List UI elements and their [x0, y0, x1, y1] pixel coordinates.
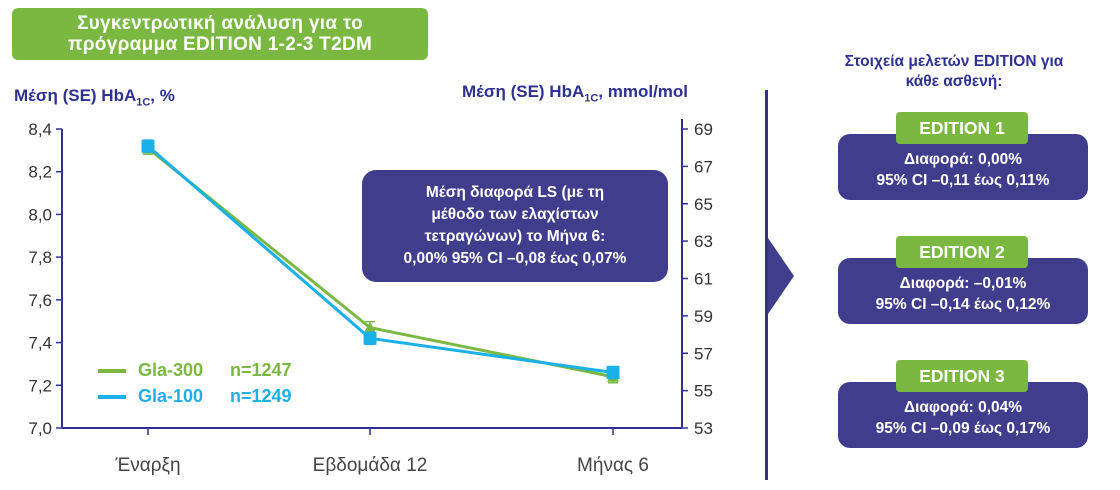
- edition-2-diff: Διαφορά: –0,01%: [899, 275, 1027, 292]
- panel-divider: [765, 90, 768, 480]
- edition-1-tag: EDITION 1: [896, 112, 1028, 144]
- y2-tick-label: 67: [694, 157, 713, 176]
- y-tick-label: 7,4: [28, 334, 52, 353]
- legend-swatch-gla300: [98, 368, 126, 373]
- left-axis-title-unit: , %: [150, 86, 175, 105]
- y-tick-label: 8,4: [28, 120, 52, 139]
- data-point-square: [363, 331, 377, 345]
- edition-2-ci: 95% CI –0,14 έως 0,12%: [875, 296, 1051, 313]
- x-tick-label: Έναρξη: [114, 455, 180, 476]
- edition-1-diff: Διαφορά: 0,00%: [903, 151, 1023, 168]
- y2-tick-label: 69: [694, 120, 713, 139]
- callout-line2: μέθοδο των ελαχίστων: [431, 206, 599, 223]
- y2-tick-label: 53: [694, 419, 713, 438]
- editions-heading-line2: κάθε ασθενή:: [905, 73, 1003, 90]
- right-axis-title: Μέση (SE) HbA1C, mmol/mol: [462, 82, 688, 104]
- data-point-square: [141, 139, 155, 153]
- data-point-square: [606, 365, 620, 379]
- legend-label-gla300: Gla-300: [138, 360, 204, 380]
- legend-swatch-gla100: [98, 394, 126, 399]
- y2-tick-label: 63: [694, 232, 713, 251]
- legend-item-gla300: Gla-300 n=1247: [98, 360, 292, 381]
- right-axis-title-sub: 1C: [584, 92, 599, 105]
- right-axis-title-text: Μέση (SE) HbA: [462, 82, 585, 101]
- y-tick-label: 7,2: [28, 376, 52, 395]
- x-tick-label: Εβδομάδα 12: [313, 455, 428, 476]
- edition-3-box: Διαφορά: 0,04% 95% CI –0,09 έως 0,17%: [838, 382, 1088, 448]
- y-tick-label: 7,6: [28, 291, 52, 310]
- y-tick-label: 7,8: [28, 248, 52, 267]
- y-tick-label: 8,0: [28, 205, 52, 224]
- edition-3-ci: 95% CI –0,09 έως 0,17%: [875, 420, 1051, 437]
- edition-1-ci: 95% CI –0,11 έως 0,11%: [876, 172, 1050, 189]
- edition-1-box: Διαφορά: 0,00% 95% CI –0,11 έως 0,11%: [838, 134, 1088, 200]
- chart-title-line1: Συγκεντρωτική ανάλυση για το: [76, 13, 364, 34]
- left-axis-title-sub: 1C: [136, 96, 151, 109]
- callout-line4: 0,00% 95% CI –0,08 έως 0,07%: [403, 250, 627, 267]
- y2-tick-label: 61: [694, 270, 713, 289]
- chart-title: Συγκεντρωτική ανάλυση για το πρόγραμμα E…: [12, 8, 428, 60]
- callout-line1: Μέση διαφορά LS (με τη: [425, 184, 605, 201]
- y-tick-label: 8,2: [28, 163, 52, 182]
- legend-n-gla300: n=1247: [230, 360, 292, 380]
- data-point-triangle: [364, 321, 376, 333]
- legend-item-gla100: Gla-100 n=1249: [98, 386, 292, 407]
- chart-title-line2: πρόγραμμα EDITION 1-2-3 T2DM: [67, 34, 373, 55]
- x-tick-label: Μήνας 6: [577, 455, 649, 476]
- editions-heading-line1: Στοιχεία μελετών EDITION για: [844, 53, 1064, 70]
- left-axis-title-text: Μέση (SE) HbA: [14, 86, 137, 105]
- editions-heading: Στοιχεία μελετών EDITION για κάθε ασθενή…: [820, 52, 1088, 92]
- legend-label-gla100: Gla-100: [138, 386, 204, 406]
- arrow-right-icon: [768, 238, 794, 314]
- callout-line3: τετραγώνων) το Μήνα 6:: [424, 228, 606, 245]
- edition-3-diff: Διαφορά: 0,04%: [903, 399, 1023, 416]
- left-axis-title: Μέση (SE) HbA1C, %: [14, 86, 175, 108]
- y-tick-label: 7,0: [28, 419, 52, 438]
- edition-2-box: Διαφορά: –0,01% 95% CI –0,14 έως 0,12%: [838, 258, 1088, 324]
- y2-tick-label: 57: [694, 344, 713, 363]
- right-axis-title-unit: , mmol/mol: [598, 82, 689, 101]
- legend-n-gla100: n=1249: [230, 386, 292, 406]
- edition-3-tag: EDITION 3: [896, 360, 1028, 392]
- y2-tick-label: 55: [694, 382, 713, 401]
- ls-difference-callout: Μέση διαφορά LS (με τη μέθοδο των ελαχίσ…: [362, 170, 668, 282]
- line-chart: 8,4 8,2 8,0 7,8 7,6 7,4 7,2 7,0 69 67 65 63 61 59 57 55…: [28, 119, 713, 476]
- y2-tick-label: 65: [694, 195, 713, 214]
- edition-2-tag: EDITION 2: [896, 236, 1028, 268]
- y2-tick-label: 59: [694, 307, 713, 326]
